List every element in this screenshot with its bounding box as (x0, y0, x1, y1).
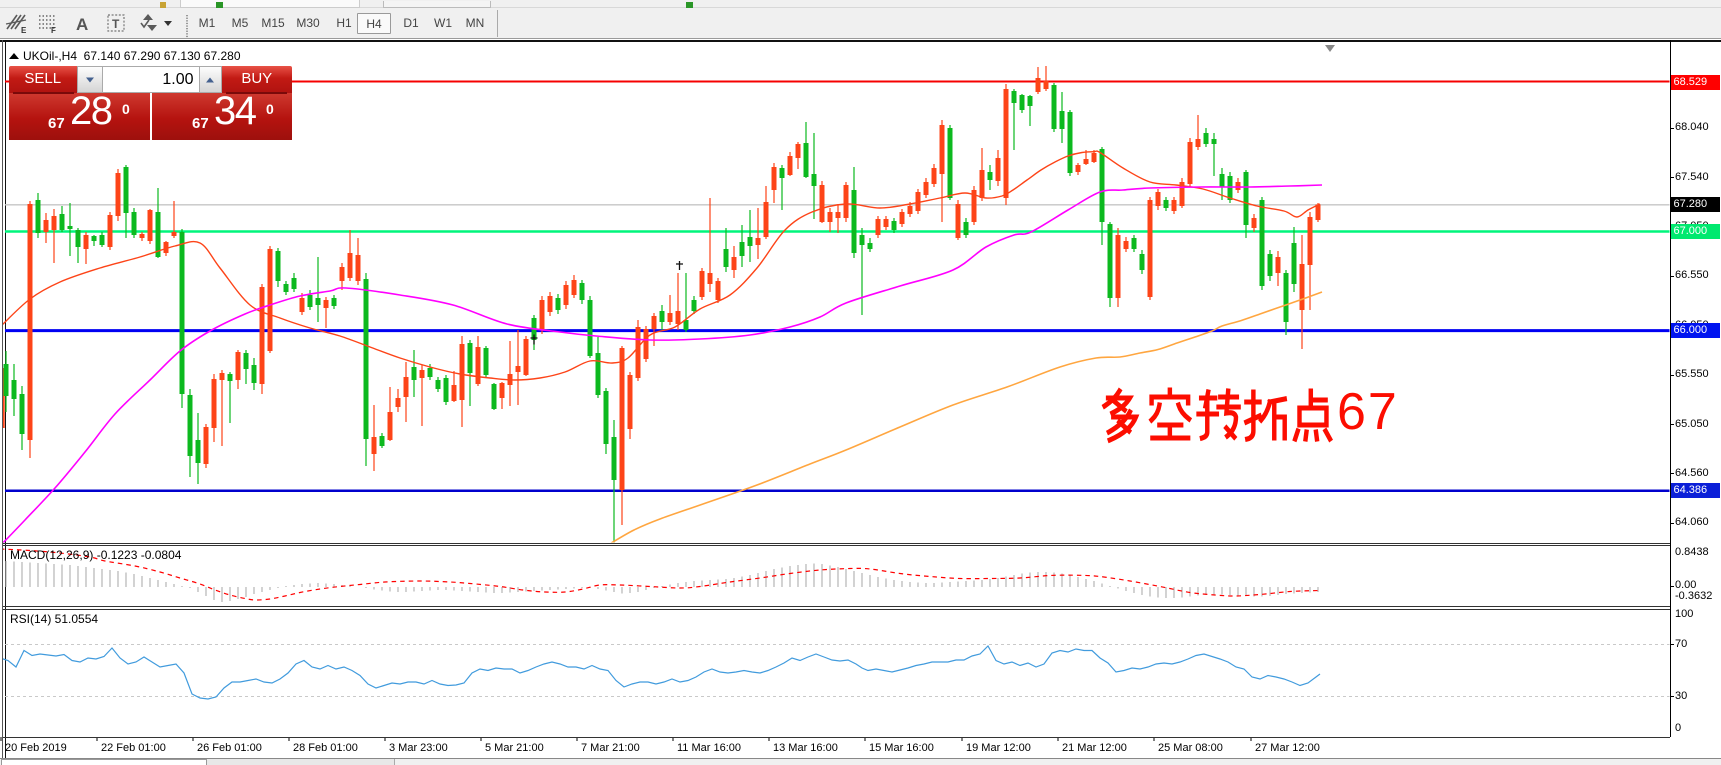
svg-text:A: A (76, 15, 88, 34)
svg-text:E: E (21, 26, 27, 35)
svg-text:F: F (51, 26, 56, 35)
svg-text:T: T (112, 17, 120, 31)
svg-text:67: 67 (1337, 383, 1399, 441)
